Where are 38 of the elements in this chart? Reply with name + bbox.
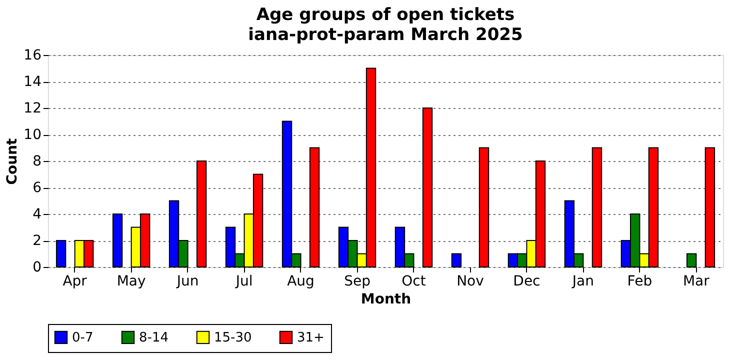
y-tick-label: 12 xyxy=(24,100,42,116)
x-tick-label: Jun xyxy=(176,274,199,290)
y-tick-label: 16 xyxy=(24,48,42,64)
x-tick-label: Nov xyxy=(456,274,484,290)
x-tick-label: Sep xyxy=(344,274,371,290)
legend-label: 31+ xyxy=(297,330,324,346)
x-tick-label: Oct xyxy=(402,274,426,290)
bar xyxy=(196,160,207,268)
x-tick-label: Aug xyxy=(287,274,314,290)
x-tick-label: Jan xyxy=(571,274,594,290)
legend-label: 15-30 xyxy=(214,330,252,346)
y-tick-label: 6 xyxy=(32,180,42,196)
bar xyxy=(309,147,320,268)
chart-title: Age groups of open tickets xyxy=(256,5,515,25)
legend-label: 0-7 xyxy=(72,330,94,346)
x-tick-label: Dec xyxy=(513,274,540,290)
x-axis-title: Month xyxy=(360,292,412,308)
y-tick-label: 0 xyxy=(32,260,42,276)
bar xyxy=(704,147,716,268)
bar xyxy=(56,240,66,268)
bar xyxy=(422,108,433,268)
bar xyxy=(592,147,602,268)
x-tick-label: Apr xyxy=(62,274,88,290)
x-tick-label: May xyxy=(116,274,146,290)
y-axis-title: Count xyxy=(4,138,21,185)
x-tick-label: Feb xyxy=(627,274,652,290)
bar xyxy=(451,253,462,268)
bar xyxy=(112,214,123,268)
y-tick-label: 8 xyxy=(32,154,42,170)
bar xyxy=(478,147,490,268)
legend-label: 8-14 xyxy=(139,330,169,346)
y-tick-label: 10 xyxy=(24,127,42,143)
y-tick-label: 4 xyxy=(32,206,42,222)
y-tick-label: 14 xyxy=(24,74,42,90)
x-tick-label: Mar xyxy=(682,274,710,290)
y-tick-label: 2 xyxy=(32,233,42,249)
chart-subtitle: iana-prot-param March 2025 xyxy=(248,25,523,45)
x-tick-label: Jul xyxy=(234,274,253,290)
